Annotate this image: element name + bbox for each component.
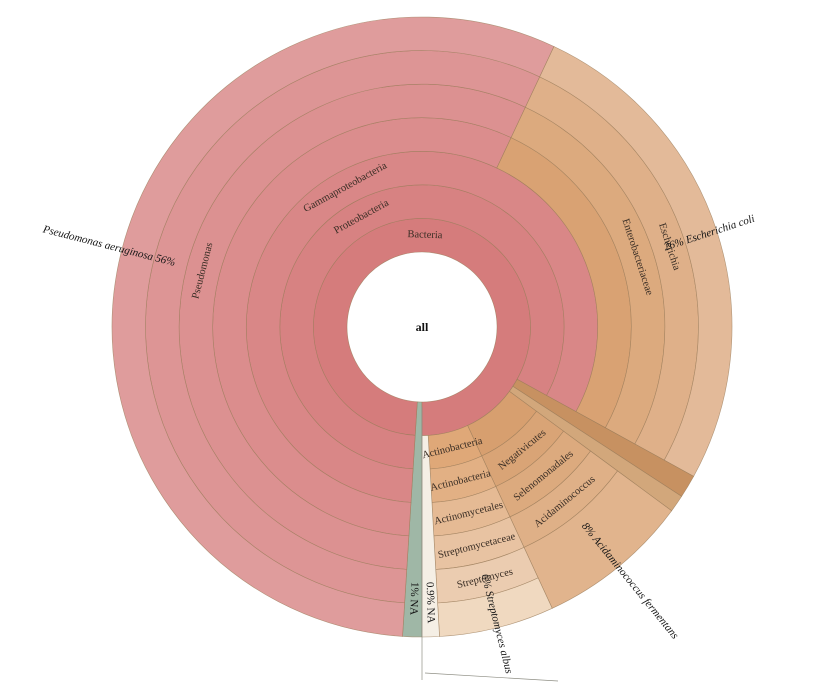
leader-line-diagonal [424, 672, 559, 682]
wedge-pseudomonas-aeruginosa[interactable] [111, 16, 555, 637]
ring-label-bacteria: Bacteria [407, 229, 443, 241]
center-label[interactable]: all [416, 320, 429, 334]
wedge-layer [111, 16, 733, 638]
external-label-na: 0.9% NA [424, 582, 437, 624]
leader-line-layer [421, 407, 559, 682]
external-label-na: 1% NA [407, 582, 420, 616]
